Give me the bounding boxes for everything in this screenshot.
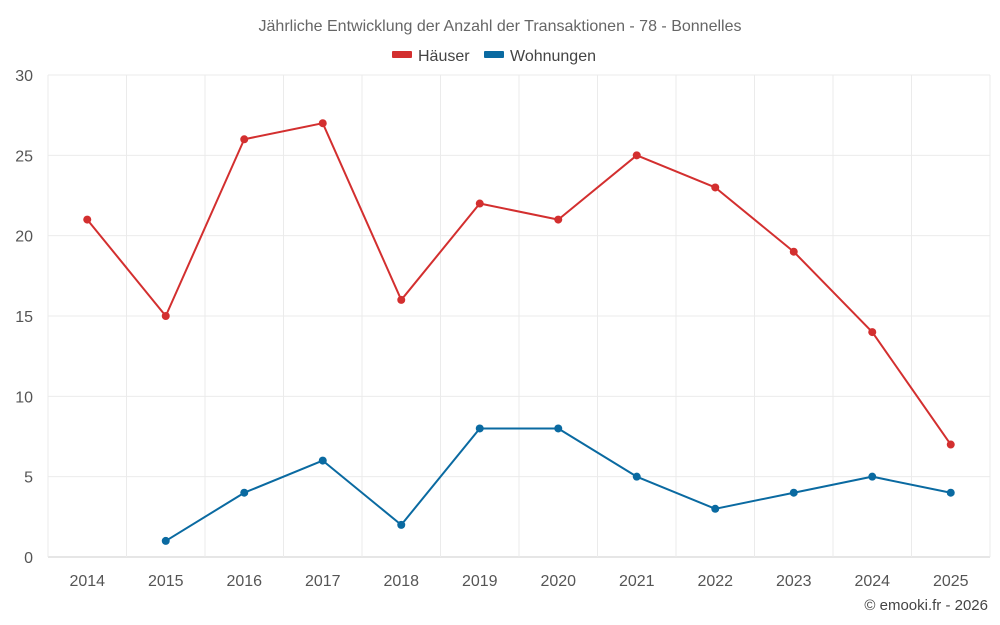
data-point-haeuser-2023[interactable] [789,247,798,256]
x-tick-label: 2025 [933,573,969,590]
legend-swatch [392,51,412,58]
legend-item-haeuser[interactable]: Häuser [392,48,470,65]
x-tick-label: 2020 [540,573,576,590]
x-tick-label: 2018 [383,573,419,590]
x-tick-label: 2016 [226,573,262,590]
x-axis-ticks: 2014 2015 2016 2017 2018 2019 2020 2021 2022 2023… [69,573,968,590]
y-tick-label: 15 [15,309,33,326]
y-tick-label: 20 [15,229,33,246]
y-tick-label: 0 [24,550,33,567]
x-tick-label: 2023 [776,573,812,590]
x-tick-label: 2021 [619,573,655,590]
y-tick-label: 10 [15,389,33,406]
y-tick-label: 30 [15,68,33,85]
legend-label: Wohnungen [510,48,596,65]
data-point-haeuser-2017[interactable] [318,119,327,128]
grid [47,74,991,558]
data-point-haeuser-2025[interactable] [946,440,955,449]
data-point-haeuser-2014[interactable] [83,215,92,224]
data-point-haeuser-2022[interactable] [711,183,720,192]
data-point-wohnungen-2023[interactable] [789,488,798,497]
data-point-wohnungen-2019[interactable] [475,424,484,433]
credit-text: © emooki.fr - 2026 [864,597,988,614]
x-tick-label: 2014 [69,573,105,590]
series-line-haeuser [86,122,952,446]
series-haeuser [83,119,955,449]
data-point-haeuser-2015[interactable] [161,312,170,320]
legend-swatch [484,51,504,58]
data-point-wohnungen-2016[interactable] [240,488,249,497]
data-point-wohnungen-2024[interactable] [868,472,877,481]
data-point-wohnungen-2022[interactable] [711,504,720,513]
legend: Häuser Wohnungen [392,48,596,65]
legend-label: Häuser [418,48,470,65]
data-point-haeuser-2018[interactable] [397,295,406,304]
x-tick-label: 2015 [148,573,184,590]
data-point-wohnungen-2021[interactable] [632,472,641,481]
x-tick-label: 2019 [462,573,498,590]
data-point-wohnungen-2017[interactable] [318,456,327,465]
y-tick-label: 25 [15,148,33,165]
data-point-haeuser-2024[interactable] [868,328,877,337]
x-tick-label: 2017 [305,573,341,590]
data-point-wohnungen-2020[interactable] [554,424,563,433]
data-point-haeuser-2019[interactable] [475,199,484,208]
data-point-wohnungen-2025[interactable] [946,488,955,497]
data-point-haeuser-2020[interactable] [554,215,563,224]
data-point-haeuser-2021[interactable] [632,151,641,160]
y-axis-ticks: 0 5 10 15 20 25 30 [15,68,33,567]
data-point-wohnungen-2018[interactable] [397,520,406,529]
data-point-haeuser-2016[interactable] [240,135,249,144]
legend-item-wohnungen[interactable]: Wohnungen [484,48,596,65]
data-point-wohnungen-2015[interactable] [161,536,170,545]
chart-title: Jährliche Entwicklung der Anzahl der Tra… [259,18,742,35]
x-tick-label: 2024 [854,573,890,590]
y-tick-label: 5 [24,470,33,487]
series-wohnungen [161,424,955,545]
series-group [83,119,955,545]
x-tick-label: 2022 [697,573,733,590]
